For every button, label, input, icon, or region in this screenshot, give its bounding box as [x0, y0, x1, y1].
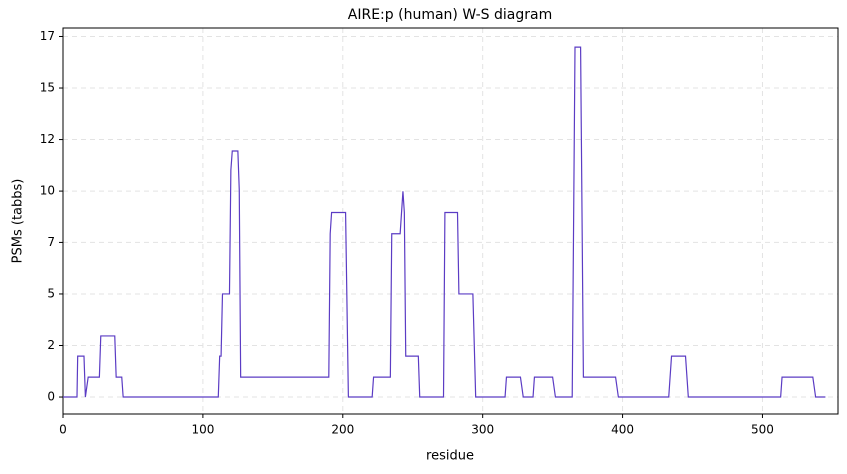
x-tick-label: 400	[611, 423, 634, 437]
x-tick-label: 500	[751, 423, 774, 437]
x-tick-label: 0	[59, 423, 67, 437]
y-tick-label: 2	[47, 338, 55, 352]
y-tick-label: 17	[40, 29, 55, 43]
plot-frame	[62, 27, 839, 415]
y-tick-label: 15	[40, 81, 55, 95]
chart-title: AIRE:p (human) W-S diagram	[348, 7, 552, 23]
y-tick-label: 5	[47, 286, 55, 300]
x-tick-label: 200	[331, 423, 354, 437]
y-tick-label: 0	[47, 390, 55, 404]
x-tick-label: 300	[471, 423, 494, 437]
x-tick-label: 100	[191, 423, 214, 437]
y-tick-label: 7	[47, 235, 55, 249]
y-tick-label: 12	[40, 132, 55, 146]
x-axis-label: residue	[426, 449, 474, 464]
y-tick-label: 10	[40, 184, 55, 198]
y-axis-label: PSMs (tabbs)	[11, 179, 26, 264]
data-line	[63, 46, 826, 398]
